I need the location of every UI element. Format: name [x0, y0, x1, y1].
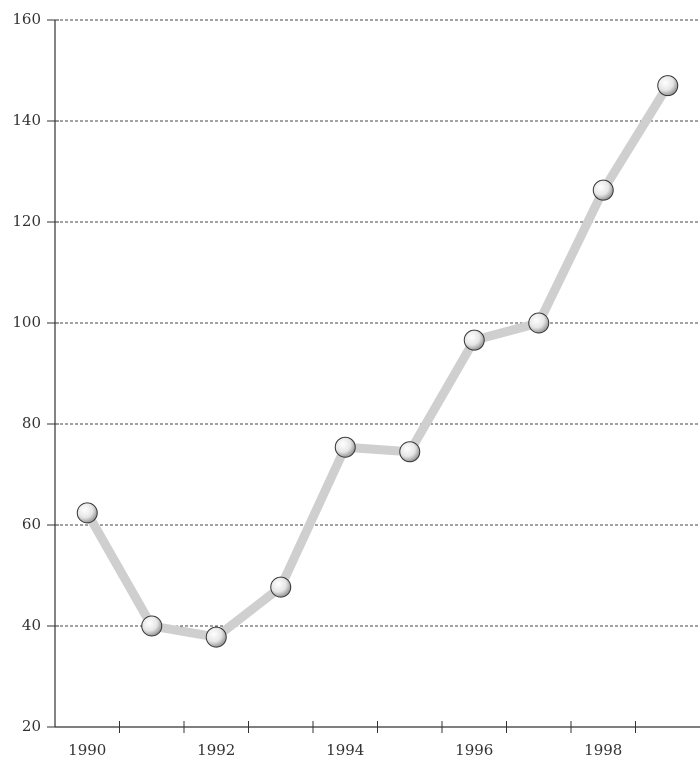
point: [76, 502, 98, 524]
x-tick-label: 1994: [326, 741, 364, 759]
point: [270, 576, 292, 598]
y-tick-label: 140: [12, 111, 41, 129]
point: [657, 75, 679, 97]
point: [334, 436, 356, 458]
y-tick-label: 100: [12, 313, 41, 331]
y-tick-label: 80: [22, 414, 41, 432]
point: [592, 179, 614, 201]
x-tick-label: 1998: [584, 741, 622, 759]
y-tick-label: 120: [12, 212, 41, 230]
point: [205, 626, 227, 648]
y-tick-label: 40: [22, 616, 41, 634]
point: [463, 329, 485, 351]
y-tick-label: 160: [12, 10, 41, 28]
line: [82, 81, 673, 642]
x-tick-label: 1990: [68, 741, 106, 759]
point: [399, 441, 421, 463]
x-tick-label: 1992: [197, 741, 235, 759]
y-tick-label: 60: [22, 515, 41, 533]
x-tick-label: 1996: [455, 741, 493, 759]
point: [141, 615, 163, 637]
y-tick-label: 20: [22, 717, 41, 735]
point: [528, 312, 550, 334]
